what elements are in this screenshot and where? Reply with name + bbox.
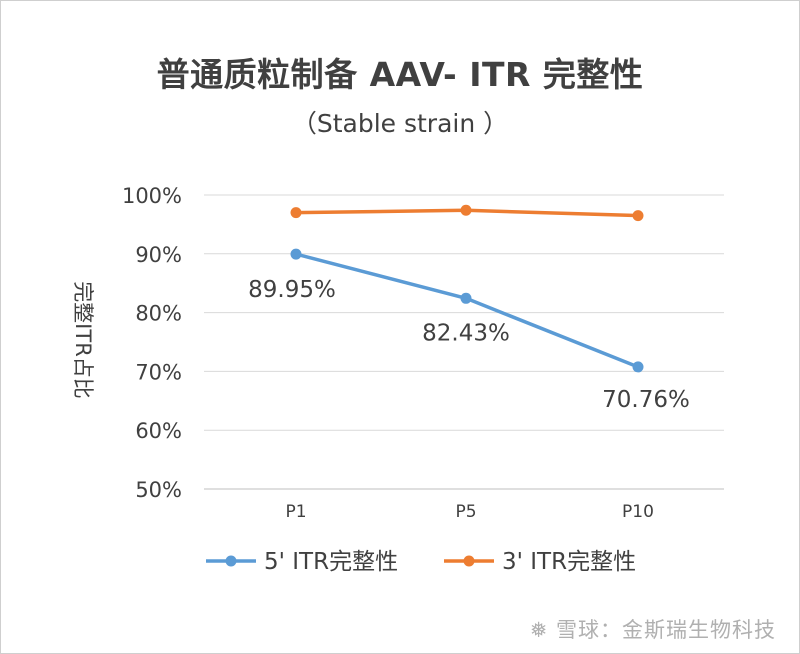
y-tick-label: 80%: [135, 302, 182, 326]
x-tick-label: P5: [455, 502, 476, 522]
x-tick-label: P1: [285, 502, 306, 522]
data-point: [632, 361, 644, 373]
x-tick-label: P10: [622, 502, 654, 522]
watermark-text: 雪球：金斯瑞生物科技: [556, 618, 776, 642]
chart-subtitle: （Stable strain ）: [291, 109, 509, 138]
legend-label: 5' ITR完整性: [264, 549, 398, 575]
y-tick-label: 50%: [135, 478, 182, 502]
legend-swatch-marker: [463, 555, 475, 567]
legend-label: 3' ITR完整性: [502, 549, 636, 575]
data-point: [460, 292, 472, 304]
data-point: [290, 248, 302, 260]
series-lines: [290, 204, 644, 373]
series-line: [295, 252, 639, 369]
x-axis-ticks: P1 P5 P10: [285, 502, 653, 522]
y-tick-label: 60%: [135, 419, 182, 443]
y-axis-label: 完整ITR占比: [71, 281, 95, 399]
chart-title: 普通质粒制备 AAV- ITR 完整性: [156, 55, 644, 94]
y-axis-ticks: 50% 60% 70% 80% 90% 100%: [122, 184, 182, 502]
legend: 5' ITR完整性 3' ITR完整性: [206, 549, 636, 575]
watermark: ❅ 雪球：金斯瑞生物科技: [530, 614, 776, 644]
data-label: 70.76%: [602, 387, 690, 413]
data-point: [290, 207, 302, 219]
data-point: [460, 204, 472, 216]
data-point: [632, 210, 644, 222]
data-label: 89.95%: [248, 277, 336, 303]
y-tick-label: 90%: [135, 243, 182, 267]
legend-swatch-marker: [225, 555, 237, 567]
data-labels: 89.95% 82.43% 70.76%: [248, 277, 690, 413]
y-tick-label: 100%: [122, 184, 182, 208]
data-label: 82.43%: [422, 320, 510, 346]
y-tick-label: 70%: [135, 360, 182, 384]
snowball-logo-icon: ❅: [529, 618, 549, 642]
